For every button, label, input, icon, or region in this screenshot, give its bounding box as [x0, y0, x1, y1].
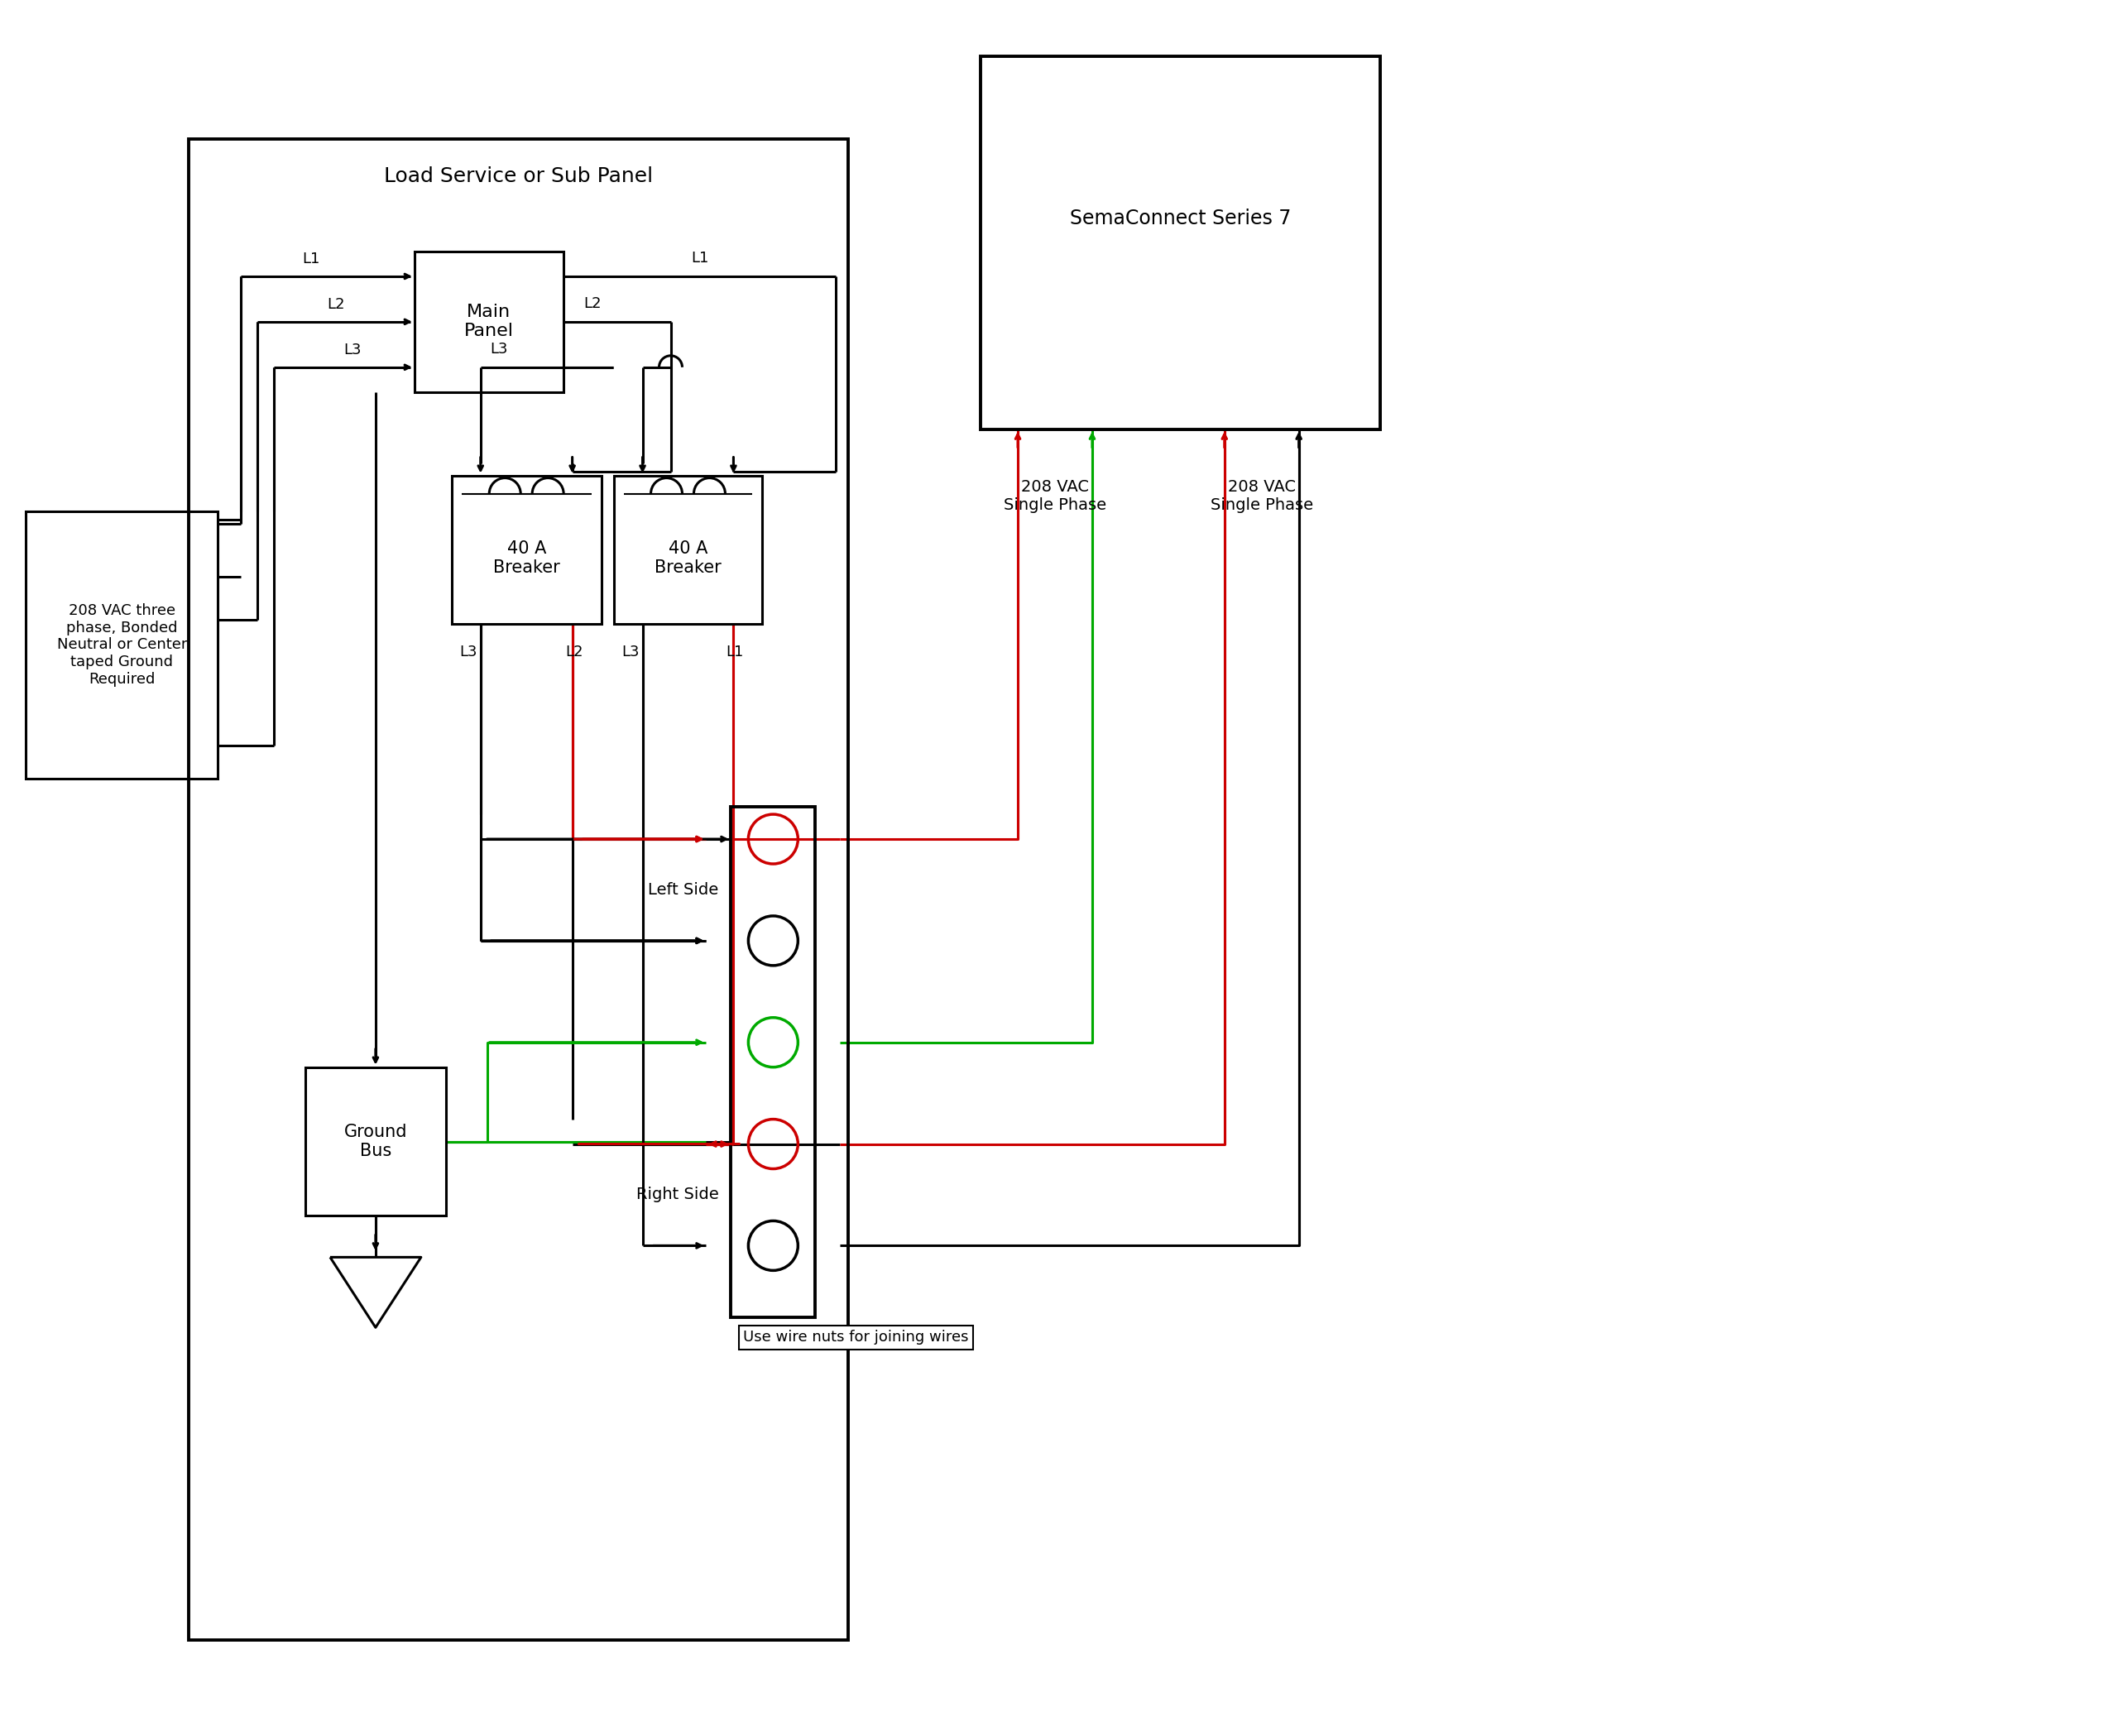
- Text: 40 A
Breaker: 40 A Breaker: [494, 540, 559, 576]
- Bar: [25, 510, 217, 779]
- Text: Ground
Bus: Ground Bus: [344, 1123, 407, 1160]
- Bar: [414, 252, 563, 392]
- Text: L2: L2: [582, 297, 601, 311]
- Text: Left Side: Left Side: [648, 882, 720, 898]
- Text: Right Side: Right Side: [635, 1187, 720, 1203]
- Text: SemaConnect Series 7: SemaConnect Series 7: [1070, 208, 1291, 227]
- Text: 208 VAC
Single Phase: 208 VAC Single Phase: [1211, 479, 1312, 512]
- Text: L1: L1: [690, 250, 709, 266]
- Text: Load Service or Sub Panel: Load Service or Sub Panel: [384, 167, 654, 186]
- Text: L1: L1: [302, 252, 321, 266]
- Bar: [730, 807, 814, 1318]
- Text: L1: L1: [726, 644, 745, 660]
- Bar: [306, 1068, 445, 1215]
- Text: L3: L3: [620, 644, 639, 660]
- Text: 208 VAC
Single Phase: 208 VAC Single Phase: [1004, 479, 1106, 512]
- Text: L2: L2: [327, 297, 344, 312]
- Bar: [614, 476, 762, 625]
- Text: Main
Panel: Main Panel: [464, 304, 513, 340]
- Text: 40 A
Breaker: 40 A Breaker: [654, 540, 722, 576]
- Bar: [452, 476, 601, 625]
- Text: L3: L3: [490, 342, 509, 356]
- Text: L2: L2: [565, 644, 582, 660]
- Text: 208 VAC three
phase, Bonded
Neutral or Center
taped Ground
Required: 208 VAC three phase, Bonded Neutral or C…: [57, 602, 188, 687]
- Text: Use wire nuts for joining wires: Use wire nuts for joining wires: [743, 1330, 968, 1345]
- Bar: [188, 139, 848, 1641]
- Bar: [981, 57, 1380, 429]
- Text: L3: L3: [460, 644, 477, 660]
- Text: L3: L3: [344, 342, 361, 358]
